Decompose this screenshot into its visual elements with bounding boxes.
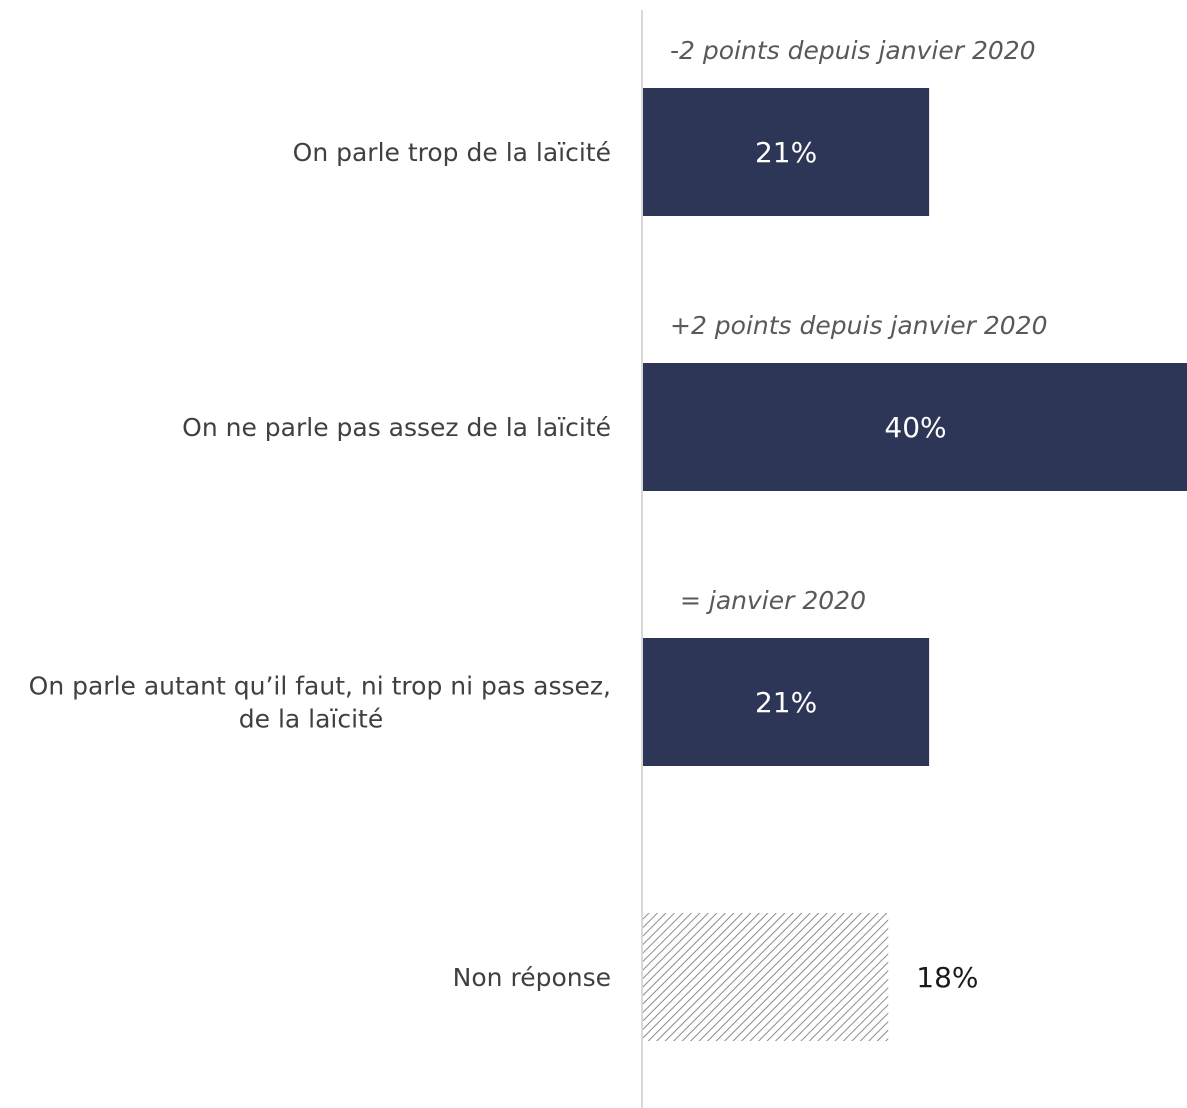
data-label-3: 21%: [755, 686, 817, 719]
category-label-2: On ne parle pas assez de la laïcité: [182, 413, 611, 442]
change-annotation-1: -2 points depuis janvier 2020: [670, 36, 1036, 65]
category-label-4: Non réponse: [453, 963, 611, 992]
data-label-4: 18%: [916, 961, 978, 994]
change-annotation-3: = janvier 2020: [680, 586, 866, 615]
category-label-1: On parle trop de la laïcité: [293, 138, 611, 167]
data-label-2: 40%: [884, 411, 946, 444]
bar-1: [643, 88, 930, 216]
bar-2: [643, 363, 1187, 491]
bar-3: [643, 638, 930, 766]
bar-non-reponse: [643, 913, 889, 1041]
bars-layer: 21% On parle trop de la laïcité -2 points …: [29, 36, 1187, 1041]
data-label-1: 21%: [755, 136, 817, 169]
change-annotation-2: +2 points depuis janvier 2020: [670, 311, 1048, 340]
category-label-3-line-1: On parle autant qu’il faut, ni trop ni p…: [29, 672, 611, 701]
category-label-3-line-2: de la laïcité: [239, 705, 384, 734]
